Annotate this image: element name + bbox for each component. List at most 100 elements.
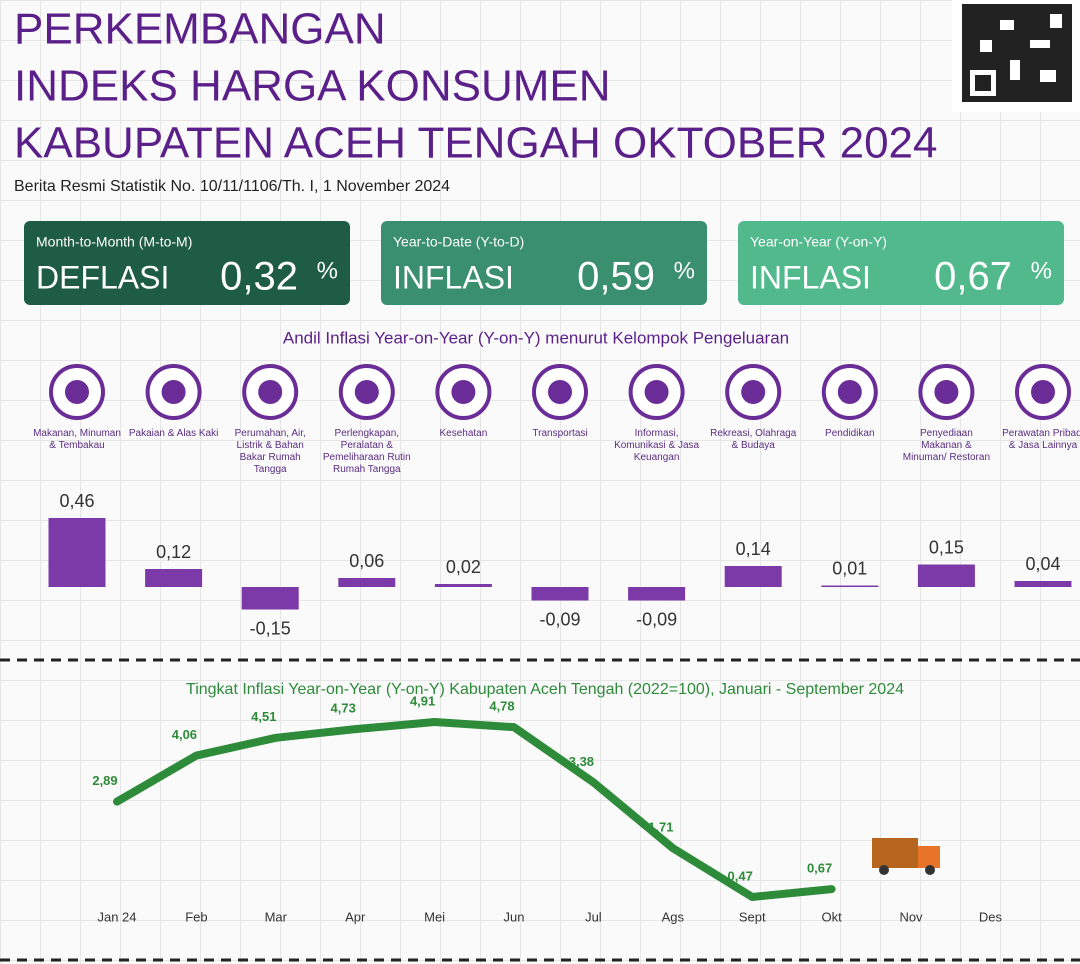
value-label: 4,91 — [410, 693, 435, 708]
value-label: 0,14 — [736, 539, 771, 559]
value-label: -0,09 — [539, 609, 580, 629]
title-line: KABUPATEN ACEH TENGAH OKTOBER 2024 — [14, 119, 937, 168]
category-icon-core — [741, 380, 766, 404]
value-label: -0,15 — [250, 618, 291, 638]
value-label: 0,15 — [929, 537, 964, 557]
card-label: Month-to-Month (M-to-M) — [36, 234, 192, 250]
category-label-box: Rekreasi, Olahraga & Budaya — [710, 428, 797, 451]
category-label-box: Perawatan Pribadi & Jasa Lainnya — [1002, 428, 1080, 451]
category-icon-core — [354, 380, 379, 404]
value-label: 4,06 — [172, 727, 197, 742]
card-label: Year-on-Year (Y-on-Y) — [750, 234, 887, 250]
category-label-box: Makanan, Minuman & Tembakau — [33, 428, 121, 451]
category-label-box: Penyediaan Makanan & Minuman/ Restoran — [902, 428, 991, 463]
value-label: -0,09 — [636, 609, 677, 629]
category-label-box: Pakaian & Alas Kaki — [128, 428, 219, 439]
title-line: INDEKS HARGA KONSUMEN — [14, 62, 611, 111]
category-icon-core — [644, 380, 669, 404]
category-label: Informasi, Komunikasi & Jasa Keuangan — [614, 428, 700, 463]
category-icon-core — [1031, 380, 1055, 404]
bar — [434, 584, 492, 587]
x-tick-label: Sept — [739, 909, 766, 924]
card-value: 0,32 — [220, 255, 298, 299]
card-unit: % — [1031, 257, 1052, 284]
value-label: 4,51 — [251, 709, 276, 724]
card-unit: % — [317, 257, 338, 284]
value-label: 2,89 — [92, 773, 117, 788]
x-tick-label: Jul — [585, 909, 602, 924]
category-label-box: Perlengkapan, Peralatan & Pemeliharaan R… — [322, 428, 411, 475]
x-tick-label: Apr — [345, 909, 366, 924]
value-label: 4,78 — [489, 699, 514, 714]
card-value: 0,67 — [934, 255, 1012, 299]
bar — [821, 585, 879, 587]
category-icon-core — [258, 380, 283, 404]
category-icon-core — [65, 380, 89, 404]
x-tick-label: Des — [979, 909, 1003, 924]
card-status: INFLASI — [393, 259, 514, 295]
x-tick-label: Mar — [265, 909, 288, 924]
card-status: INFLASI — [750, 259, 871, 295]
card-value: 0,59 — [577, 255, 655, 299]
line — [113, 718, 836, 901]
value-label: 0,12 — [156, 542, 191, 562]
value-label: 0,02 — [446, 557, 481, 577]
category-icon-core — [934, 380, 959, 404]
bar — [1014, 581, 1072, 587]
category-label-box: Kesehatan — [439, 428, 488, 439]
category-label-box: Informasi, Komunikasi & Jasa Keuangan — [614, 428, 700, 463]
bar — [338, 578, 396, 587]
bar — [48, 518, 106, 587]
x-tick-label: Jan 24 — [97, 909, 136, 924]
category-label: Perumahan, Air, Listrik & Bahan Bakar Ru… — [234, 428, 306, 475]
subtitle: Berita Resmi Statistik No. 10/11/1106/Th… — [14, 178, 450, 195]
value-label: 0,06 — [349, 551, 384, 571]
bar — [917, 564, 975, 587]
bar — [724, 566, 782, 587]
value-label: 0,67 — [807, 861, 832, 876]
category-label: Kesehatan — [439, 428, 488, 439]
category-label: Pendidikan — [825, 428, 875, 439]
category-label-box: Pendidikan — [825, 428, 875, 439]
card — [738, 221, 1064, 305]
value-label: 4,73 — [331, 701, 356, 716]
x-tick-label: Okt — [821, 909, 842, 924]
bar — [241, 587, 299, 610]
card — [381, 221, 707, 305]
x-tick-label: Mei — [424, 909, 445, 924]
category-label: Penyediaan Makanan & Minuman/ Restoran — [902, 428, 991, 463]
card-status: DEFLASI — [36, 259, 169, 295]
qr-code — [952, 0, 1080, 112]
category-icon-core — [451, 380, 476, 404]
card — [24, 221, 350, 305]
title-line: PERKEMBANGAN — [14, 5, 386, 54]
bar — [531, 587, 589, 601]
truck-icon — [872, 838, 940, 875]
category-label: Pakaian & Alas Kaki — [128, 428, 219, 439]
x-tick-label: Feb — [185, 909, 207, 924]
category-icon-core — [548, 380, 572, 404]
category-label: Transportasi — [532, 428, 588, 439]
chart-title: Tingkat Inflasi Year-on-Year (Y-on-Y) Ka… — [186, 681, 904, 698]
category-label: Perawatan Pribadi & Jasa Lainnya — [1002, 428, 1080, 451]
bar — [628, 587, 686, 601]
x-tick-label: Jun — [504, 909, 525, 924]
category-icon-core — [837, 380, 862, 404]
value-label: 0,46 — [59, 491, 94, 511]
category-label-box: Perumahan, Air, Listrik & Bahan Bakar Ru… — [234, 428, 306, 475]
chart-title: Andil Inflasi Year-on-Year (Y-on-Y) menu… — [283, 328, 789, 347]
card-unit: % — [674, 257, 695, 284]
x-tick-label: Nov — [899, 909, 923, 924]
category-icon-core — [161, 380, 186, 404]
category-label-box: Transportasi — [532, 428, 588, 439]
card-label: Year-to-Date (Y-to-D) — [393, 234, 524, 250]
x-tick-label: Ags — [662, 909, 685, 924]
category-label: Rekreasi, Olahraga & Budaya — [710, 428, 797, 451]
bar — [145, 569, 203, 587]
category-label: Perlengkapan, Peralatan & Pemeliharaan R… — [322, 428, 411, 475]
value-label: 0,04 — [1025, 554, 1060, 574]
value-label: 0,01 — [832, 558, 867, 578]
category-label: Makanan, Minuman & Tembakau — [33, 428, 121, 451]
